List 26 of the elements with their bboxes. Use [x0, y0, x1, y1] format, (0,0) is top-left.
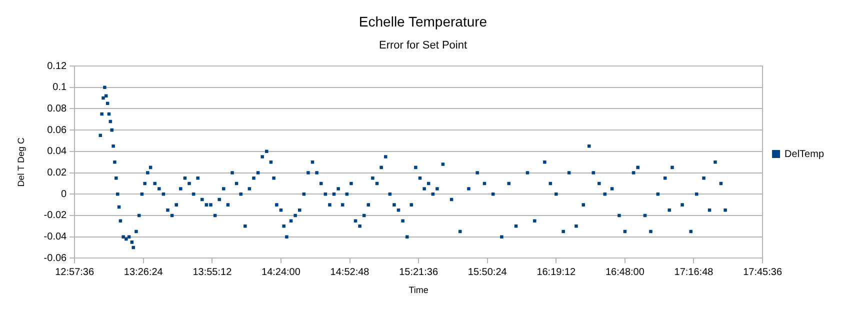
x-tick-label: 16:19:12 — [536, 266, 576, 278]
x-tick-label: 16:48:00 — [605, 266, 645, 278]
y-tick-label: 0.12 — [47, 60, 68, 72]
x-tick-label: 15:50:24 — [468, 266, 508, 278]
y-tick-label: 0.1 — [52, 82, 68, 94]
x-tick-label: 17:16:48 — [674, 266, 714, 278]
x-tick-label: 13:26:24 — [124, 266, 164, 278]
x-axis-title: Time — [408, 285, 428, 296]
chart-title: Echelle Temperature — [358, 13, 488, 30]
chart-subtitle: Error for Set Point — [378, 39, 468, 52]
y-tick-label: 0 — [61, 188, 68, 200]
y-tick-label: -0.06 — [44, 252, 68, 264]
y-tick-label: -0.04 — [44, 232, 68, 243]
y-tick-label: 0.02 — [47, 168, 68, 179]
y-tick-label: 0.04 — [47, 146, 68, 158]
x-tick-label: 15:21:36 — [399, 266, 438, 278]
x-tick-label: 17:45:36 — [743, 266, 782, 278]
x-tick-label: 14:24:00 — [262, 266, 301, 278]
y-axis-title: Del T Deg C — [16, 137, 26, 187]
y-tick-label: -0.02 — [44, 210, 68, 222]
y-tick-label: 0.08 — [47, 103, 68, 114]
x-tick-label: 13:55:12 — [192, 266, 232, 278]
x-tick-label: 12:57:36 — [55, 266, 94, 278]
legend-label: DelTemp — [784, 148, 824, 160]
y-tick-label: 0.06 — [47, 124, 68, 136]
x-tick-label: 14:52:48 — [330, 266, 370, 278]
